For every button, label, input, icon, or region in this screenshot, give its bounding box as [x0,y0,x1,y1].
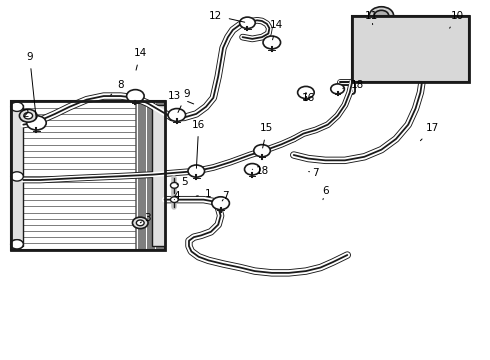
Circle shape [27,116,46,130]
Text: 11: 11 [365,11,378,24]
Circle shape [136,220,144,226]
Text: 10: 10 [450,11,464,28]
Text: 5: 5 [177,177,187,187]
Circle shape [171,183,178,188]
Circle shape [126,90,144,103]
Circle shape [11,240,24,249]
Circle shape [254,145,270,157]
Text: 8: 8 [111,80,124,95]
Text: 14: 14 [270,19,283,40]
Circle shape [168,109,186,121]
Bar [352,16,469,82]
Circle shape [369,7,393,24]
Text: 7: 7 [309,168,319,178]
Text: 3: 3 [140,212,151,223]
Circle shape [263,36,281,49]
Text: 2: 2 [23,109,29,119]
Circle shape [245,163,260,175]
Bar [11,102,165,249]
Text: 9: 9 [178,89,190,112]
Circle shape [188,165,204,177]
Text: 16: 16 [302,93,315,103]
Circle shape [132,217,148,229]
Circle shape [171,197,178,203]
Text: 18: 18 [343,80,364,90]
Bar [352,16,469,82]
Circle shape [11,102,24,111]
Text: 1: 1 [196,189,212,199]
Bar [11,102,165,249]
Text: 17: 17 [420,123,439,141]
Circle shape [374,10,389,21]
Bar [152,105,165,246]
Text: 14: 14 [134,48,147,70]
Text: 7: 7 [222,191,229,201]
Text: 15: 15 [260,123,273,148]
Circle shape [11,172,24,181]
Text: 6: 6 [322,186,329,200]
Circle shape [212,197,229,210]
Text: 13: 13 [168,91,194,104]
Text: 9: 9 [26,52,36,118]
Text: 18: 18 [252,166,269,176]
Text: 4: 4 [173,191,180,201]
Circle shape [297,86,314,99]
Circle shape [24,112,32,119]
Text: 16: 16 [192,120,205,168]
Bar [11,105,24,246]
Circle shape [240,17,255,28]
Text: 12: 12 [209,11,245,22]
Circle shape [11,240,24,249]
Circle shape [20,109,37,122]
Circle shape [331,84,344,94]
